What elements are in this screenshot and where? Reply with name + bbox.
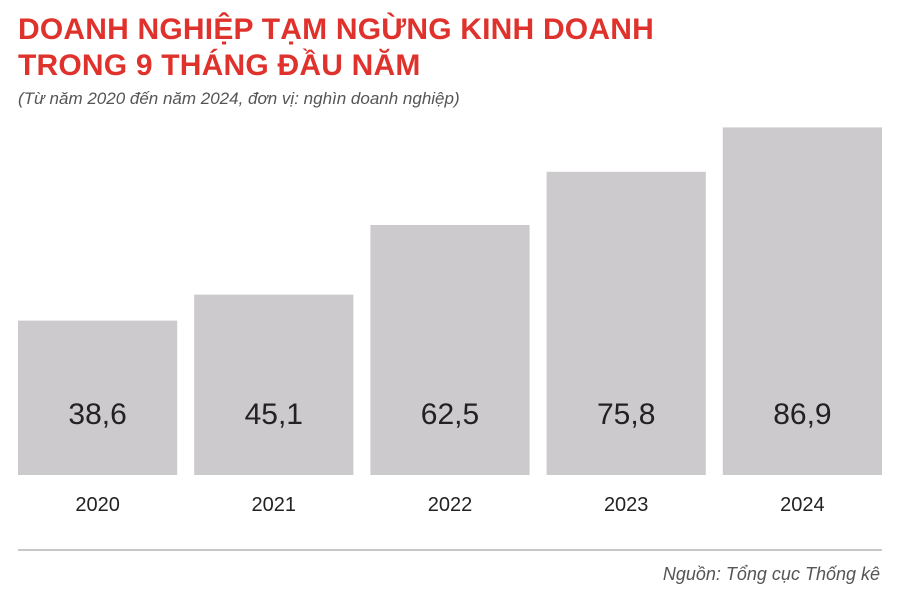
- bar-value-label-2024: 86,9: [773, 398, 831, 431]
- bar-value-label-2020: 38,6: [68, 398, 126, 431]
- x-tick-label-2021: 2021: [252, 494, 297, 516]
- bar-2021: [194, 294, 354, 475]
- bar-2022: [370, 225, 530, 475]
- x-tick-label-2020: 2020: [75, 494, 120, 516]
- bar-value-label-2021: 45,1: [245, 398, 303, 431]
- x-tick-label-2024: 2024: [780, 494, 825, 516]
- chart-title: DOANH NGHIỆP TẠM NGỪNG KINH DOANH TRONG …: [18, 12, 878, 84]
- x-tick-label-2023: 2023: [604, 494, 649, 516]
- chart-title-line-1: DOANH NGHIỆP TẠM NGỪNG KINH DOANH: [18, 13, 654, 46]
- chart-subtitle: (Từ năm 2020 đến năm 2024, đơn vị: nghìn…: [18, 89, 460, 108]
- x-tick-label-2022: 2022: [428, 494, 473, 516]
- bar-value-label-2022: 62,5: [421, 398, 479, 431]
- bar-2020: [18, 320, 178, 475]
- bar-2023: [546, 171, 706, 476]
- source-note: Nguồn: Tổng cục Thống kê: [662, 564, 880, 584]
- chart-title-line-2: TRONG 9 THÁNG ĐẦU NĂM: [18, 49, 421, 82]
- bar-value-label-2023: 75,8: [597, 398, 655, 431]
- bar-2024: [722, 127, 882, 476]
